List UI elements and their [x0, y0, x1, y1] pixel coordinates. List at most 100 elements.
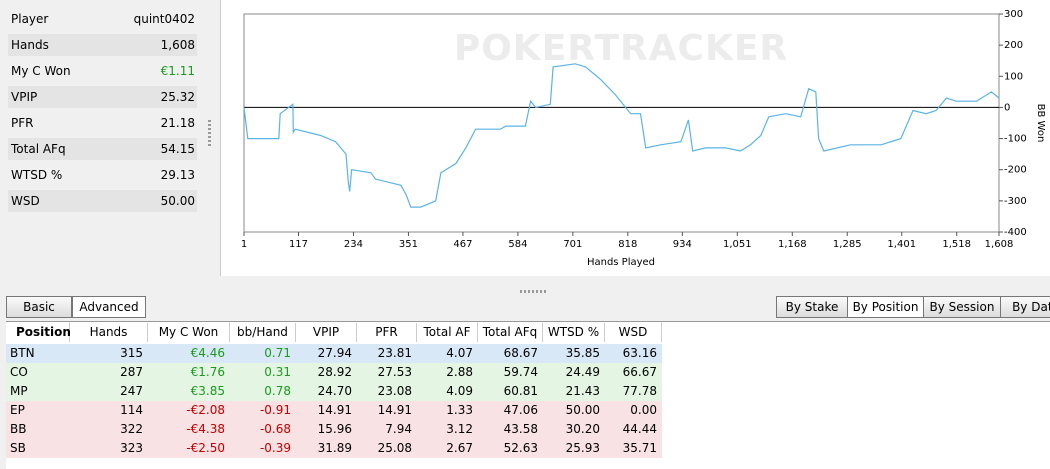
table-cell: 27.94: [317, 346, 352, 360]
stat-row: Player quint0402: [8, 8, 197, 30]
stat-value: 21.18: [160, 116, 195, 130]
tab[interactable]: By Date: [1000, 296, 1050, 318]
stat-label: Player: [11, 12, 49, 26]
table-cell: 52.63: [503, 441, 538, 455]
table-cell: 31.89: [317, 441, 352, 455]
y-tick-label: -200: [1004, 165, 1027, 176]
tab[interactable]: By Position: [847, 296, 924, 318]
table-cell: 14.91: [317, 403, 352, 417]
plot-area: [243, 13, 1000, 233]
stat-row: WTSD % 29.13: [8, 164, 197, 186]
stat-label: My C Won: [11, 64, 71, 78]
table-cell: 315: [120, 346, 143, 360]
table-cell: 4.07: [446, 346, 473, 360]
x-tick-label: 351: [399, 239, 418, 250]
chart-panel: POKERTRACKER -400 -300 -200 -100 0 100 200 300 1 1…: [220, 0, 1050, 276]
stat-label: WSD: [11, 194, 40, 208]
table-cell: 44.44: [622, 422, 657, 436]
y-tick-label: -400: [1004, 227, 1027, 238]
stat-value: 54.15: [160, 142, 195, 156]
table-cell: 0.71: [264, 346, 291, 360]
column-header[interactable]: WTSD %: [543, 323, 605, 342]
table-cell: 43.58: [503, 422, 538, 436]
table-cell: 323: [120, 441, 143, 455]
x-tick-label: 1,051: [723, 239, 752, 250]
column-header[interactable]: Total AFq: [478, 323, 543, 342]
table-cell: 25.08: [377, 441, 412, 455]
table-cell: €4.46: [190, 346, 225, 360]
table-cell: 0.00: [630, 403, 657, 417]
stat-label: VPIP: [11, 90, 38, 104]
column-header[interactable]: My C Won: [148, 323, 230, 342]
stat-value: 25.32: [160, 90, 195, 104]
table-cell: 0.78: [264, 384, 291, 398]
table-cell: 21.43: [565, 384, 600, 398]
table-cell: 24.70: [317, 384, 352, 398]
stat-row: Hands 1,608: [8, 34, 197, 56]
table-cell: 27.53: [377, 365, 412, 379]
y-tick-label: 300: [1004, 9, 1023, 20]
stat-value: 29.13: [160, 168, 195, 182]
column-header[interactable]: Total AF: [417, 323, 478, 342]
stat-label: WTSD %: [11, 168, 63, 182]
table-cell: 0.31: [264, 365, 291, 379]
tab[interactable]: Basic: [6, 296, 72, 318]
table-cell: BTN: [10, 346, 35, 360]
table-cell: 15.96: [317, 422, 352, 436]
x-axis-label: Hands Played: [587, 257, 655, 268]
table-cell: 114: [120, 403, 143, 417]
column-header[interactable]: Hands: [70, 323, 148, 342]
table-cell: 14.91: [377, 403, 412, 417]
table-cell: 35.85: [565, 346, 600, 360]
column-header[interactable]: bb/Hand: [230, 323, 296, 342]
column-header[interactable]: WSD: [605, 323, 662, 342]
stats-panel: Player quint0402 Hands 1,608 My C Won €1.11 VP…: [0, 0, 206, 282]
table-cell: 30.20: [565, 422, 600, 436]
x-tick-label: 818: [618, 239, 637, 250]
y-tick-label: 200: [1004, 40, 1023, 51]
table-cell: 4.09: [446, 384, 473, 398]
stat-value: 1,608: [160, 38, 195, 52]
table-cell: -0.39: [259, 441, 291, 455]
table-cell: 35.71: [622, 441, 657, 455]
table-cell: 59.74: [503, 365, 538, 379]
x-tick-label: 1,608: [985, 239, 1014, 250]
table-cell: 63.16: [622, 346, 657, 360]
x-tick-label: 234: [344, 239, 363, 250]
table-cell: -€4.38: [186, 422, 225, 436]
y-axis-label: BB Won: [1035, 104, 1046, 143]
y-tick-label: 100: [1004, 71, 1023, 82]
x-tick-label: 1,285: [833, 239, 862, 250]
column-header[interactable]: Position: [8, 323, 71, 342]
splitter[interactable]: [520, 290, 548, 293]
column-header[interactable]: VPIP: [296, 323, 357, 342]
x-tick-label: 1: [241, 239, 247, 250]
tab[interactable]: Advanced: [72, 296, 146, 318]
stat-value: 50.00: [160, 194, 195, 208]
watermark: POKERTRACKER: [454, 28, 788, 69]
tab[interactable]: By Session: [923, 296, 1001, 318]
stat-row: WSD 50.00: [8, 190, 197, 212]
table-cell: 2.67: [446, 441, 473, 455]
table-cell: 247: [120, 384, 143, 398]
x-tick-label: 1,518: [942, 239, 971, 250]
x-tick-label: 584: [508, 239, 527, 250]
table-cell: 23.08: [377, 384, 412, 398]
x-tick-label: 934: [673, 239, 692, 250]
table-cell: 28.92: [317, 365, 352, 379]
table-cell: 23.81: [377, 346, 412, 360]
table-cell: 287: [120, 365, 143, 379]
table-cell: €3.85: [190, 384, 225, 398]
table-cell: 322: [120, 422, 143, 436]
stat-row: VPIP 25.32: [8, 86, 197, 108]
grip[interactable]: [208, 120, 211, 148]
table-cell: 3.12: [446, 422, 473, 436]
table-cell: 47.06: [503, 403, 538, 417]
table-row[interactable]: [6, 439, 662, 459]
table-cell: 77.78: [622, 384, 657, 398]
column-header[interactable]: PFR: [357, 323, 417, 342]
stat-value: quint0402: [133, 12, 195, 26]
tab[interactable]: By Stake: [776, 296, 848, 318]
